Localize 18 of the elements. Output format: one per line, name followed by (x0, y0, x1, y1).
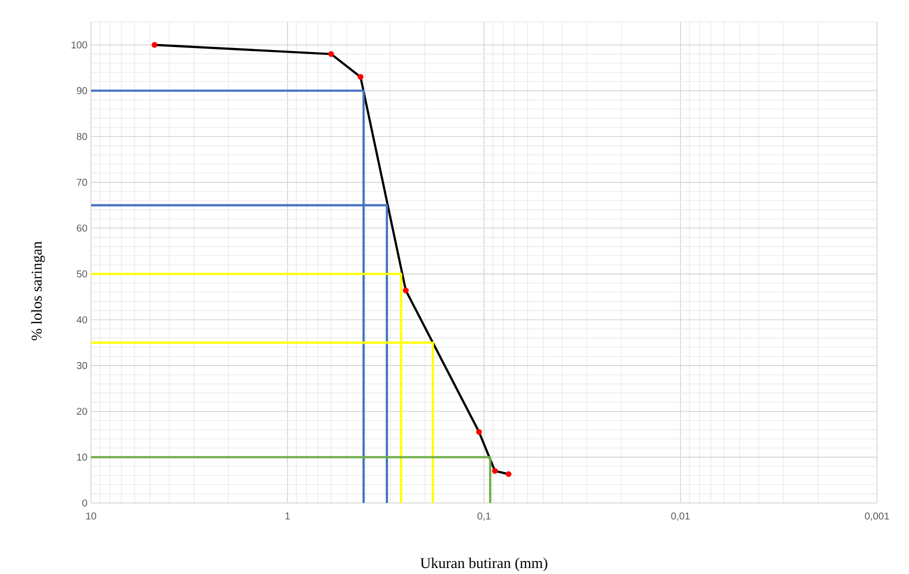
y-tick-label: 90 (76, 87, 88, 94)
y-tick-label: 50 (76, 270, 88, 278)
y-tick-label: 20 (76, 408, 88, 415)
x-axis-title: Ukuran butiran (mm) (420, 558, 548, 572)
y-tick-label: 60 (76, 224, 88, 232)
x-tick-label: 1 (286, 512, 290, 520)
y-tick-label: 80 (76, 132, 88, 140)
y-tick-label: 70 (76, 178, 88, 186)
y-tick-label: 100 (72, 41, 88, 48)
x-tick-label: 0,01 (671, 512, 690, 521)
y-tick-label: 40 (76, 316, 88, 324)
x-tick-label: 0,001 (864, 512, 889, 521)
y-axis-title: % lolos saringan (31, 241, 45, 340)
y-tick-label: 10 (77, 454, 88, 461)
x-tick-label: 0,1 (477, 512, 490, 521)
y-tick-label: 30 (76, 362, 88, 370)
y-tick-label: 0 (82, 499, 88, 507)
x-tick-label: 10 (86, 512, 96, 520)
